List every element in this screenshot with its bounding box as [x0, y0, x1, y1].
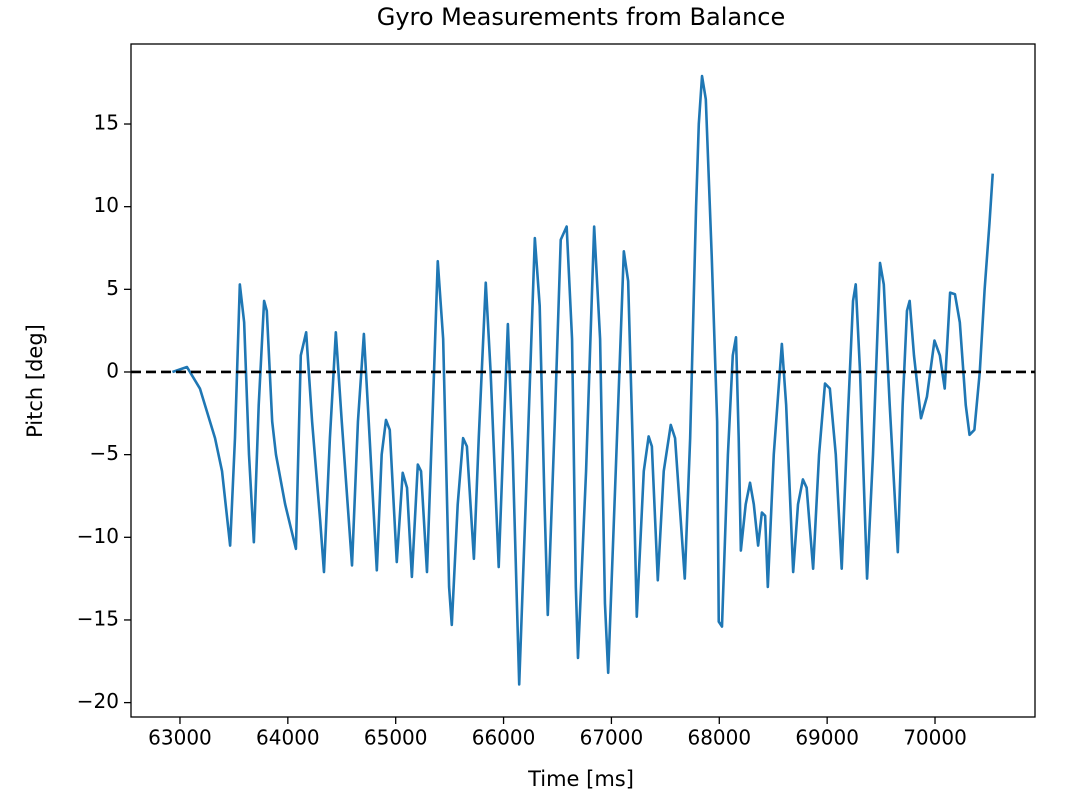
x-tick-label: 65000	[364, 726, 428, 750]
chart-title: Gyro Measurements from Balance	[377, 3, 786, 31]
data-line	[172, 74, 995, 686]
axes-frame	[130, 43, 1036, 718]
x-tick-label: 70000	[903, 726, 967, 750]
x-tick-label: 64000	[256, 726, 320, 750]
y-tick-label: −15	[77, 606, 119, 630]
y-tick-label: −5	[90, 441, 119, 465]
y-tick-label: 5	[106, 276, 119, 300]
y-tick-label: −20	[77, 689, 119, 713]
y-tick-label: −10	[77, 524, 119, 548]
x-axis-label: Time [ms]	[527, 767, 634, 791]
x-tick-label: 67000	[580, 726, 644, 750]
y-axis-label: Pitch [deg]	[23, 324, 47, 438]
x-tick-label: 68000	[687, 726, 751, 750]
y-tick-label: 15	[94, 111, 119, 135]
x-tick-label: 69000	[795, 726, 859, 750]
x-tick-label: 66000	[472, 726, 536, 750]
x-tick-label: 63000	[148, 726, 212, 750]
y-tick-label: 10	[94, 193, 119, 217]
y-tick-label: 0	[106, 358, 119, 382]
